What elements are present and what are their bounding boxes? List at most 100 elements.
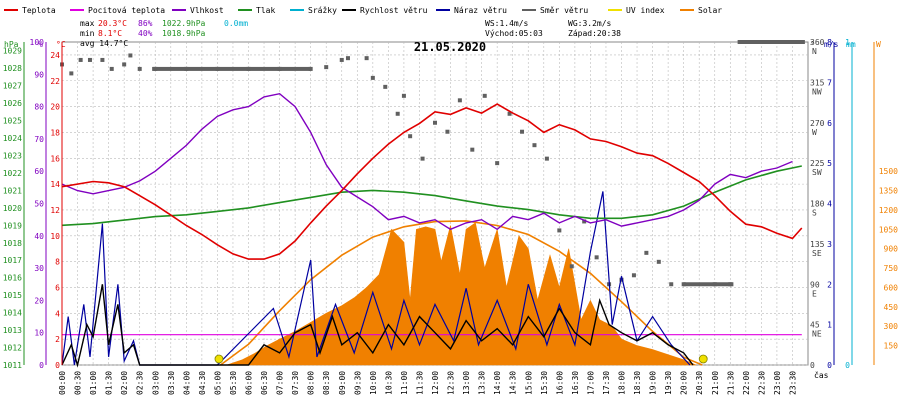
x-tick-label: 04:00 (182, 371, 191, 395)
x-tick-label: 16:30 (571, 371, 580, 395)
stats-min-prefix: min (80, 29, 95, 38)
press-tick-label: 1027 (3, 82, 22, 91)
stats-sunrise: Východ:05:03 (485, 29, 543, 38)
legend-label: Vlhkost (190, 6, 224, 15)
humidity-line (61, 92, 793, 231)
x-tick-label: 10:00 (369, 371, 378, 395)
temp-tick-label: 12 (50, 206, 60, 215)
temp-tick-label: 2 (55, 335, 60, 344)
wind-direction-point (631, 273, 636, 278)
dir-tick-compass: NW (812, 87, 822, 96)
ms-tick-label: 3 (827, 240, 832, 249)
wind-direction-point (128, 53, 133, 58)
dir-tick-compass: S (812, 209, 817, 218)
x-tick-label: 06:30 (260, 371, 269, 395)
temp-tick-label: 22 (50, 77, 60, 86)
x-tick-label: 02:00 (120, 371, 129, 395)
solar-tick-label: 750 (884, 264, 899, 273)
temp-tick-label: 4 (55, 309, 60, 318)
legend-label: Rychlost větru (360, 6, 428, 15)
hum-tick-label: 10 (34, 329, 44, 338)
x-tick-label: 21:00 (711, 371, 720, 395)
wind-direction-point (544, 156, 549, 161)
ms-tick-label: 4 (827, 200, 832, 209)
wind-direction-run (683, 282, 734, 287)
x-tick-label: 05:30 (229, 371, 238, 395)
ms-tick-label: 6 (827, 119, 832, 128)
press-tick-label: 1021 (3, 186, 22, 195)
hum-tick-label: 80 (34, 103, 44, 112)
legend-label: Směr větru (540, 6, 588, 15)
temp-tick-label: 24 (50, 51, 60, 60)
legend-label: UV index (626, 6, 665, 15)
ms-tick-label: 8 (827, 38, 832, 47)
x-tick-label: 01:30 (105, 371, 114, 395)
press-tick-label: 1011 (3, 361, 22, 370)
wind-direction-point (433, 120, 437, 125)
wind-direction-point (482, 93, 487, 98)
wind-direction-point (557, 228, 562, 233)
wind-direction-point (520, 129, 525, 134)
ms-unit: m/s (824, 40, 839, 49)
wind-direction-points (60, 40, 805, 287)
temp-tick-label: 14 (50, 180, 60, 189)
wind-direction-point (408, 134, 413, 139)
wind-direction-point (69, 71, 74, 76)
press-tick-label: 1023 (3, 151, 22, 160)
x-tick-label: 02:30 (136, 371, 145, 395)
temp-tick-label: 20 (50, 103, 60, 112)
hum-tick-label: 20 (34, 296, 44, 305)
hum-tick-label: 50 (34, 200, 44, 209)
x-tick-label: 19:00 (649, 371, 658, 395)
x-tick-label: 18:00 (618, 371, 627, 395)
chart-title: 21.05.2020 (414, 40, 486, 54)
legend-label: Solar (698, 6, 722, 15)
stats-sunset: Západ:20:38 (568, 29, 621, 38)
wind-direction-point (420, 156, 425, 161)
x-tick-label: 10:30 (384, 371, 393, 395)
press-tick-label: 1015 (3, 291, 22, 300)
hum-tick-label: 30 (34, 264, 44, 273)
wind-direction-point (401, 93, 406, 98)
wind-direction-point (594, 255, 599, 260)
solar-tick-label: 1500 (879, 167, 898, 176)
wind-direction-point (339, 57, 344, 62)
press-tick-label: 1016 (3, 274, 22, 283)
hum-tick-label: 60 (34, 167, 44, 176)
x-tick-label: 20:00 (680, 371, 689, 395)
ms-tick-label: 2 (827, 280, 832, 289)
press-unit: hPa (4, 40, 19, 49)
x-tick-label: 12:30 (447, 371, 456, 395)
dir-tick-compass: E (812, 289, 817, 298)
temp-tick-label: 0 (55, 361, 60, 370)
wind-speed-line (61, 284, 694, 368)
stats-ws: WS:1.4m/s (485, 19, 529, 28)
legend-label: Tlak (256, 6, 275, 15)
x-tick-label: 05:00 (213, 371, 222, 395)
dir-tick-compass: W (812, 128, 817, 137)
hum-tick-label: 90 (34, 70, 44, 79)
dir-tick-compass: SE (812, 249, 822, 258)
stats-min-press: 1018.9hPa (162, 29, 206, 38)
max-solar-line (220, 220, 703, 366)
stats-rain: 0.0mm (224, 19, 248, 28)
dir-unit: ° (810, 40, 815, 49)
x-tick-label: 01:00 (89, 371, 98, 395)
x-tick-label: 12:00 (431, 371, 440, 395)
press-tick-label: 1028 (3, 64, 22, 73)
wind-direction-point (495, 161, 500, 166)
press-tick-label: 1026 (3, 99, 22, 108)
x-tick-label: 11:00 (400, 371, 409, 395)
wind-direction-point (445, 129, 450, 134)
wind-direction-point (364, 56, 369, 61)
legend-label: Pocitová teplota (88, 6, 165, 15)
solar-tick-label: 900 (884, 245, 899, 254)
pressure-line (61, 165, 802, 227)
stats-min-hum: 40% (138, 29, 153, 38)
x-tick-label: 11:30 (415, 371, 424, 395)
solar-tick-label: 1350 (879, 187, 898, 196)
temperature-line (61, 103, 803, 260)
dir-tick-label: 90 (810, 280, 820, 289)
press-tick-label: 1025 (3, 117, 22, 126)
